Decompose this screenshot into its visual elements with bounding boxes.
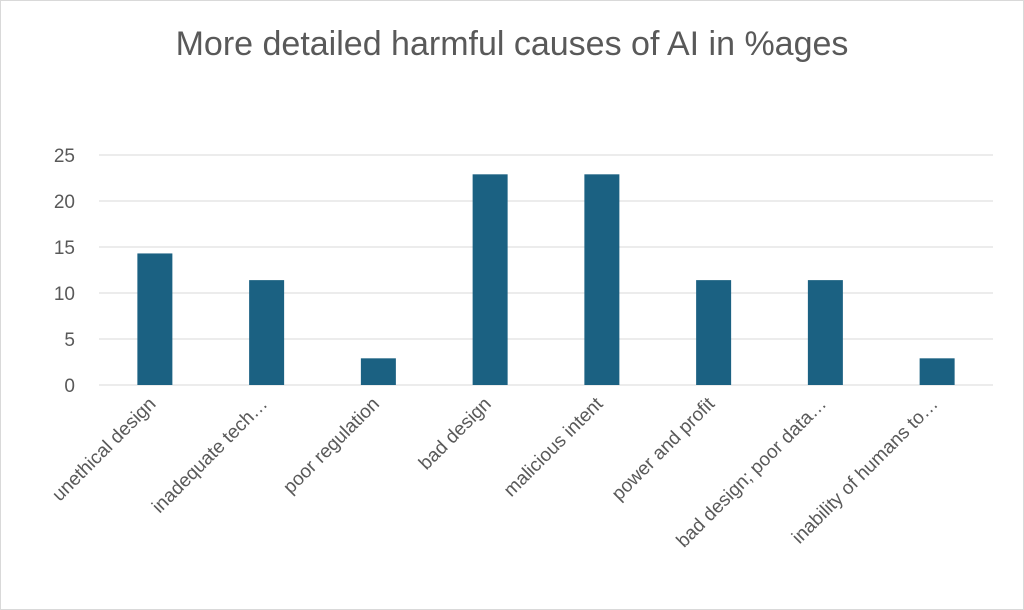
x-tick-label: poor regulation <box>279 394 383 498</box>
x-tick-label: power and profit <box>608 393 720 505</box>
bar <box>696 280 732 385</box>
y-tick-label: 20 <box>54 192 75 213</box>
bar <box>137 253 173 385</box>
y-tick-label: 0 <box>64 376 75 397</box>
y-tick-label: 15 <box>54 238 75 259</box>
y-tick-label: 25 <box>54 146 75 167</box>
y-tick-label: 10 <box>54 284 75 305</box>
x-tick-label: malicious intent <box>500 393 608 501</box>
bar <box>472 174 508 385</box>
x-tick-label: unethical design <box>48 394 160 506</box>
bar <box>360 358 396 385</box>
bar <box>249 280 285 385</box>
x-tick-label: inadequate tech… <box>148 394 272 518</box>
bar <box>584 174 620 385</box>
y-tick-label: 5 <box>64 330 75 351</box>
chart-title: More detailed harmful causes of AI in %a… <box>175 25 849 63</box>
bar <box>807 280 843 385</box>
bar <box>919 358 955 385</box>
x-tick-label: bad design <box>415 394 496 475</box>
